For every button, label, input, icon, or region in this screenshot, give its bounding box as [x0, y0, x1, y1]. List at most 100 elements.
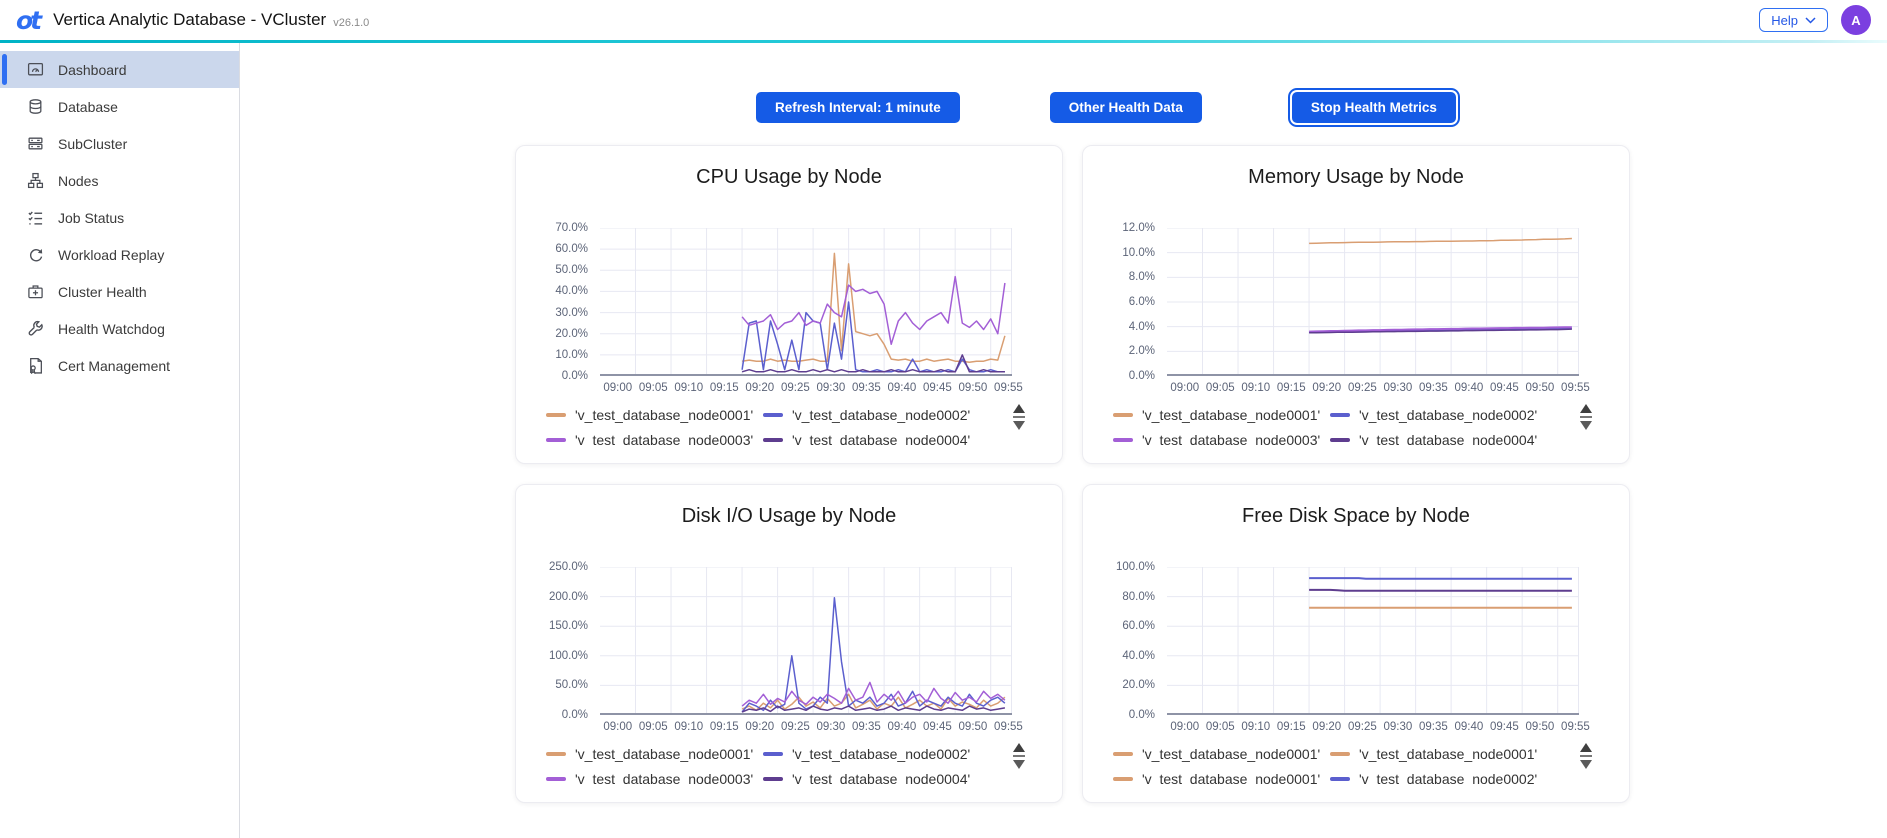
- legend-label: 'v_test_database_node0003': [575, 770, 754, 786]
- legend-item[interactable]: 'v_test_database_node0001': [1330, 746, 1547, 762]
- series-line: [741, 693, 1006, 712]
- y-axis-label: 2.0%: [1128, 345, 1155, 358]
- charts-grid: CPU Usage by Node 0.0% 10.0% 20.0% 30.0% 40.…: [515, 145, 1887, 803]
- legend-scrollbar[interactable]: [1579, 404, 1593, 430]
- legend-item[interactable]: 'v_test_database_node0003': [546, 432, 763, 446]
- sidebar-item-workload-replay[interactable]: Workload Replay: [0, 236, 239, 273]
- cpu-usage-legend: 'v_test_database_node0001' 'v_test_databa…: [546, 402, 1062, 446]
- x-axis-label: 09:45: [1490, 721, 1519, 733]
- sidebar-item-database[interactable]: Database: [0, 88, 239, 125]
- y-axis-label: 6.0%: [1128, 296, 1155, 308]
- scroll-up-icon[interactable]: [1013, 743, 1025, 752]
- stop-health-metrics-button[interactable]: Stop Health Metrics: [1291, 92, 1456, 123]
- legend-swatch: [1330, 437, 1350, 442]
- series-line: [1309, 328, 1572, 334]
- chart-title: Memory Usage by Node: [1248, 166, 1464, 188]
- x-axis-label: 09:15: [709, 721, 739, 733]
- legend-scrollbar[interactable]: [1012, 404, 1026, 430]
- sidebar-item-cert-management[interactable]: Cert Management: [0, 347, 239, 384]
- sidebar-item-label: Cluster Health: [58, 283, 147, 300]
- legend-scrollbar[interactable]: [1579, 743, 1593, 769]
- sidebar-item-dashboard[interactable]: Dashboard: [0, 51, 239, 88]
- x-axis-label: 09:35: [1418, 382, 1448, 394]
- legend-swatch: [763, 751, 783, 756]
- scroll-down-icon[interactable]: [1013, 421, 1025, 430]
- chart-title: Free Disk Space by Node: [1242, 505, 1470, 527]
- scroll-up-icon[interactable]: [1013, 404, 1025, 413]
- sidebar-item-label: Database: [58, 98, 118, 115]
- x-axis-label: 09:10: [1241, 721, 1271, 733]
- legend-item[interactable]: 'v_test_database_node0002': [763, 407, 980, 423]
- x-axis-label: 09:20: [745, 721, 775, 733]
- database-icon: [27, 98, 45, 116]
- legend-item[interactable]: 'v_test_database_node0003': [546, 770, 763, 786]
- chart-card-free-disk-space: Free Disk Space by Node 0.0% 20.0% 40.0% 60…: [1082, 484, 1630, 803]
- other-health-data-button[interactable]: Other Health Data: [1049, 92, 1202, 123]
- legend-item[interactable]: 'v_test_database_node0001': [546, 407, 763, 423]
- x-axis-label: 09:15: [1276, 382, 1306, 394]
- chart-card-disk-io-usage: Disk I/O Usage by Node 0.0% 50.0% 100.0% 15…: [515, 484, 1063, 803]
- subcluster-icon: [27, 135, 45, 153]
- x-axis-label: 09:25: [1347, 382, 1377, 394]
- memory-usage-legend: 'v_test_database_node0001' 'v_test_databa…: [1113, 402, 1629, 446]
- scroll-up-icon[interactable]: [1580, 404, 1592, 413]
- x-axis-label: 09:35: [851, 382, 881, 394]
- x-axis-label: 09:45: [1490, 382, 1519, 394]
- legend-item[interactable]: 'v_test_database_node0001': [1113, 407, 1330, 423]
- legend-item[interactable]: 'v_test_database_node0004': [763, 432, 980, 446]
- sidebar-item-subcluster[interactable]: SubCluster: [0, 125, 239, 162]
- x-axis-label: 09:00: [1170, 721, 1200, 733]
- x-axis-label: 09:05: [638, 721, 668, 733]
- sidebar-item-nodes[interactable]: Nodes: [0, 162, 239, 199]
- legend-item[interactable]: 'v_test_database_node0002': [763, 746, 980, 762]
- sidebar-item-health-watchdog[interactable]: Health Watchdog: [0, 310, 239, 347]
- x-axis-label: 09:15: [709, 382, 739, 394]
- legend-item[interactable]: 'v_test_database_node0001': [1113, 771, 1330, 785]
- scroll-down-icon[interactable]: [1580, 421, 1592, 430]
- scroll-down-icon[interactable]: [1013, 760, 1025, 769]
- cpu-usage-chart: 0.0% 10.0% 20.0% 30.0% 40.0% 50.0% 60.0% 70.0% 0…: [516, 222, 1062, 400]
- legend-scrollbar[interactable]: [1012, 743, 1026, 769]
- opentext-logo-icon: ot: [16, 5, 42, 35]
- refresh-interval-button[interactable]: Refresh Interval: 1 minute: [756, 92, 960, 123]
- legend-item[interactable]: 'v_test_database_node0004': [763, 771, 980, 785]
- x-axis-label: 09:50: [958, 382, 988, 394]
- legend-item[interactable]: 'v_test_database_node0001': [546, 746, 763, 762]
- sidebar-item-job-status[interactable]: Job Status: [0, 199, 239, 236]
- legend-item[interactable]: 'v_test_database_node0001': [1113, 746, 1330, 762]
- legend-label: 'v_test_database_node0001': [1142, 406, 1321, 423]
- scroll-down-icon[interactable]: [1580, 760, 1592, 769]
- scroll-up-icon[interactable]: [1580, 743, 1592, 752]
- y-axis-label: 60.0%: [555, 243, 588, 256]
- legend-item[interactable]: 'v_test_database_node0003': [1113, 432, 1330, 446]
- legend-label: 'v_test_database_node0001': [575, 406, 754, 423]
- legend-item[interactable]: 'v_test_database_node0002': [1330, 771, 1547, 785]
- sidebar-item-label: Health Watchdog: [58, 320, 165, 337]
- free-disk-space-chart: 0.0% 20.0% 40.0% 60.0% 80.0% 100.0% 09:00 09:05…: [1083, 561, 1629, 739]
- scroll-divider: [1013, 755, 1025, 757]
- x-axis-label: 09:55: [1561, 721, 1590, 733]
- series-line: [1309, 326, 1572, 333]
- x-axis-label: 09:25: [1347, 721, 1377, 733]
- sidebar-item-cluster-health[interactable]: Cluster Health: [0, 273, 239, 310]
- legend-swatch: [1113, 412, 1133, 417]
- legend-swatch: [763, 412, 783, 417]
- x-axis-label: 09:30: [1383, 721, 1413, 733]
- disk-io-usage-chart: 0.0% 50.0% 100.0% 150.0% 200.0% 250.0% 09:00 09…: [516, 561, 1062, 739]
- avatar[interactable]: A: [1841, 5, 1871, 35]
- legend-item[interactable]: 'v_test_database_node0002': [1330, 407, 1547, 423]
- free-disk-space-legend: 'v_test_database_node0001' 'v_test_databa…: [1113, 741, 1629, 785]
- legend-swatch: [546, 437, 566, 442]
- x-axis-label: 09:50: [958, 721, 988, 733]
- help-button[interactable]: Help: [1759, 8, 1828, 32]
- x-axis-label: 09:45: [923, 382, 952, 394]
- x-axis-label: 09:10: [1241, 382, 1271, 394]
- legend-swatch: [1330, 751, 1350, 756]
- x-axis-label: 09:00: [603, 721, 633, 733]
- y-axis-label: 0.0%: [1128, 370, 1155, 382]
- x-axis-label: 09:25: [780, 721, 810, 733]
- series-line: [741, 275, 1006, 346]
- legend-swatch: [763, 437, 783, 442]
- legend-item[interactable]: 'v_test_database_node0004': [1330, 432, 1547, 446]
- legend-swatch: [546, 412, 566, 417]
